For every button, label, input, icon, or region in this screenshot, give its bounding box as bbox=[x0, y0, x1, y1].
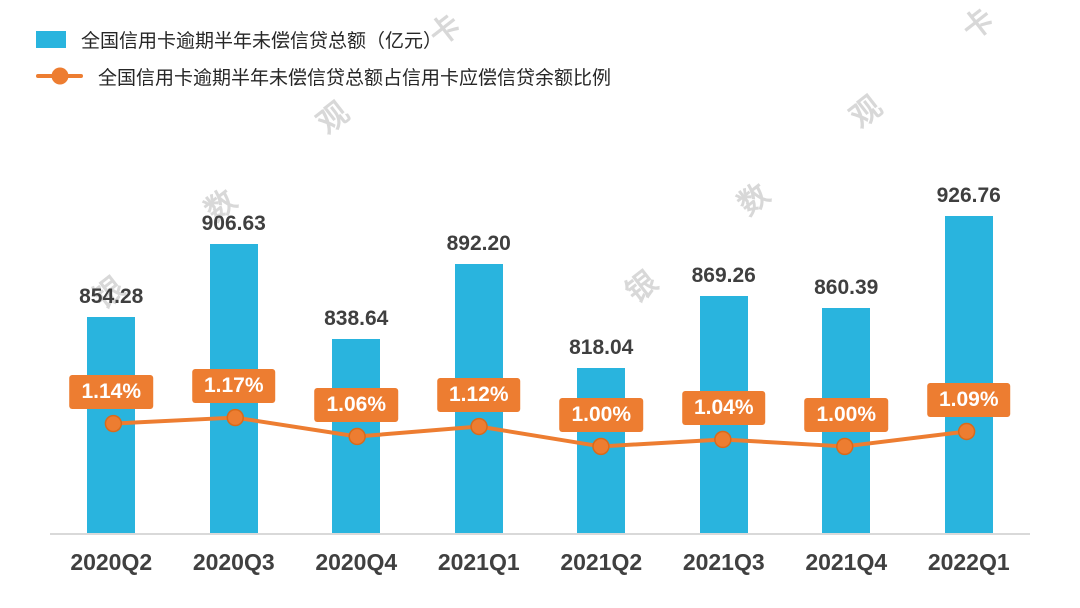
line-dot-2021Q1 bbox=[470, 417, 488, 436]
line-dot-2021Q4 bbox=[836, 437, 854, 456]
x-axis-label-2021Q2: 2021Q2 bbox=[560, 549, 643, 575]
x-axis-label-2021Q1: 2021Q1 bbox=[437, 549, 520, 575]
bar-value-label-2020Q2: 854.28 bbox=[79, 284, 144, 308]
legend-bar-label: 全国信用卡逾期半年未偿信贷总额（亿元） bbox=[81, 30, 443, 52]
legend-item-bar-series: 全国信用卡逾期半年未偿信贷总额（亿元） bbox=[36, 26, 611, 52]
chart-column-2022Q1: 926.76 bbox=[908, 130, 1031, 533]
line-svg bbox=[104, 408, 976, 456]
line-dot-2021Q3 bbox=[714, 430, 732, 449]
bar-value-label-2021Q4: 860.39 bbox=[814, 275, 879, 299]
bar-value-label-2022Q1: 926.76 bbox=[936, 183, 1001, 207]
x-axis-label-2021Q3: 2021Q3 bbox=[682, 549, 765, 575]
line-dot-2021Q2 bbox=[592, 437, 610, 456]
line-series-swatch-icon bbox=[36, 67, 83, 85]
plot-slots: 854.28 906.63 838.64 892.20 818.04 869.26 860.… bbox=[50, 130, 1030, 533]
bar-value-label-2021Q3: 869.26 bbox=[691, 263, 756, 287]
line-dot-2020Q4 bbox=[348, 427, 366, 446]
x-axis-label-2020Q3: 2020Q3 bbox=[192, 549, 275, 575]
chart-legend: 全国信用卡逾期半年未偿信贷总额（亿元） 全国信用卡逾期半年未偿信贷总额占信用卡应… bbox=[36, 26, 611, 89]
x-axis-label-2022Q1: 2022Q1 bbox=[927, 549, 1010, 575]
x-axis-label-2020Q4: 2020Q4 bbox=[315, 549, 398, 575]
line-dot-2020Q3 bbox=[226, 408, 244, 427]
line-dot-2020Q2 bbox=[104, 414, 123, 433]
bar-value-label-2020Q4: 838.64 bbox=[324, 306, 389, 330]
x-axis: 2020Q2 2020Q3 2020Q4 2021Q1 2021Q2 2021Q3 2021… bbox=[50, 549, 1030, 576]
ratio-line bbox=[113, 415, 967, 449]
x-axis-label-2021Q4: 2021Q4 bbox=[805, 549, 888, 575]
bar-2022Q1 bbox=[944, 216, 993, 533]
legend-item-line-series: 全国信用卡逾期半年未偿信贷总额占信用卡应偿信贷余额比例 bbox=[36, 63, 611, 89]
bar-value-label-2021Q2: 818.04 bbox=[569, 335, 634, 359]
plot-area: 854.28 906.63 838.64 892.20 818.04 869.26 860.… bbox=[50, 130, 1030, 535]
x-axis-label-2020Q2: 2020Q2 bbox=[70, 549, 153, 575]
bar-value-label-2020Q3: 906.63 bbox=[201, 211, 266, 235]
bar-value-label-2021Q1: 892.20 bbox=[446, 231, 511, 255]
legend-line-label: 全国信用卡逾期半年未偿信贷总额占信用卡应偿信贷余额比例 bbox=[98, 67, 612, 89]
line-dot-2022Q1 bbox=[957, 422, 976, 441]
bar-series-swatch-icon bbox=[36, 30, 66, 48]
line-series-dot-icon bbox=[51, 67, 68, 85]
